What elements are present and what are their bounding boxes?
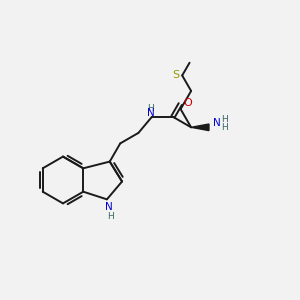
Text: H: H: [221, 115, 228, 124]
Text: H: H: [147, 104, 154, 113]
Polygon shape: [191, 124, 209, 130]
Text: H: H: [107, 212, 114, 221]
Text: S: S: [172, 70, 179, 80]
Text: N: N: [214, 118, 221, 128]
Text: H: H: [221, 123, 228, 132]
Text: N: N: [105, 202, 113, 212]
Text: N: N: [147, 108, 154, 118]
Text: O: O: [183, 98, 192, 108]
